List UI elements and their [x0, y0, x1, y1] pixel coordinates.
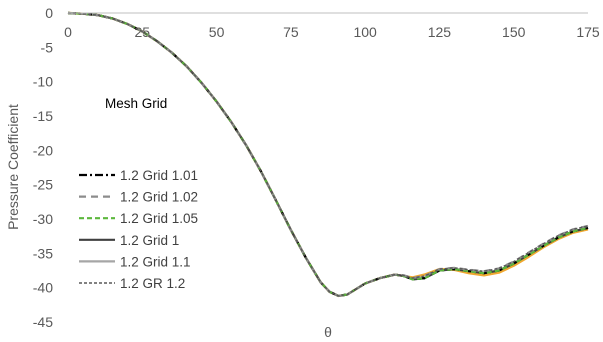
legend-label: 1.2 GR 1.2 — [120, 276, 185, 291]
x-tick-label: 0 — [64, 24, 72, 40]
legend-label: 1.2 Grid 1.02 — [120, 190, 198, 205]
y-tick-label: -10 — [33, 74, 53, 90]
x-axis-label: θ — [324, 324, 332, 340]
x-tick-label: 100 — [353, 24, 377, 40]
series-lines — [67, 11, 589, 298]
y-tick-labels: 0 -5 -10 -15 -20 -25 -30 -35 -40 -45 — [33, 5, 53, 330]
legend-label: 1.2 Grid 1.01 — [120, 168, 198, 183]
y-tick-label: -30 — [33, 211, 53, 227]
y-tick-label: -15 — [33, 108, 53, 124]
x-tick-labels: 0 25 50 75 100 125 150 175 — [64, 24, 600, 40]
legend-label: 1.2 Grid 1.1 — [120, 254, 191, 269]
legend-label: 1.2 Grid 1.05 — [120, 211, 198, 226]
x-tick-label: 125 — [428, 24, 452, 40]
y-tick-label: -35 — [33, 245, 53, 261]
x-tick-label: 75 — [283, 24, 299, 40]
legend: 1.2 Grid 1.01 1.2 Grid 1.02 1.2 Grid 1.05 1… — [79, 168, 198, 291]
y-tick-label: 0 — [45, 5, 53, 21]
legend-label: 1.2 Grid 1 — [120, 233, 179, 248]
y-axis-label: Pressure Coefficient — [5, 104, 21, 230]
y-tick-label: -45 — [33, 314, 53, 330]
y-tick-label: -5 — [41, 39, 54, 55]
x-tick-label: 150 — [502, 24, 526, 40]
x-tick-label: 50 — [209, 24, 225, 40]
mesh-grid-annotation: Mesh Grid — [105, 96, 167, 111]
series-line — [67, 12, 589, 297]
y-tick-label: -25 — [33, 177, 53, 193]
x-tick-label: 175 — [576, 24, 600, 40]
y-tick-label: -20 — [33, 142, 53, 158]
y-tick-label: -40 — [33, 280, 53, 296]
